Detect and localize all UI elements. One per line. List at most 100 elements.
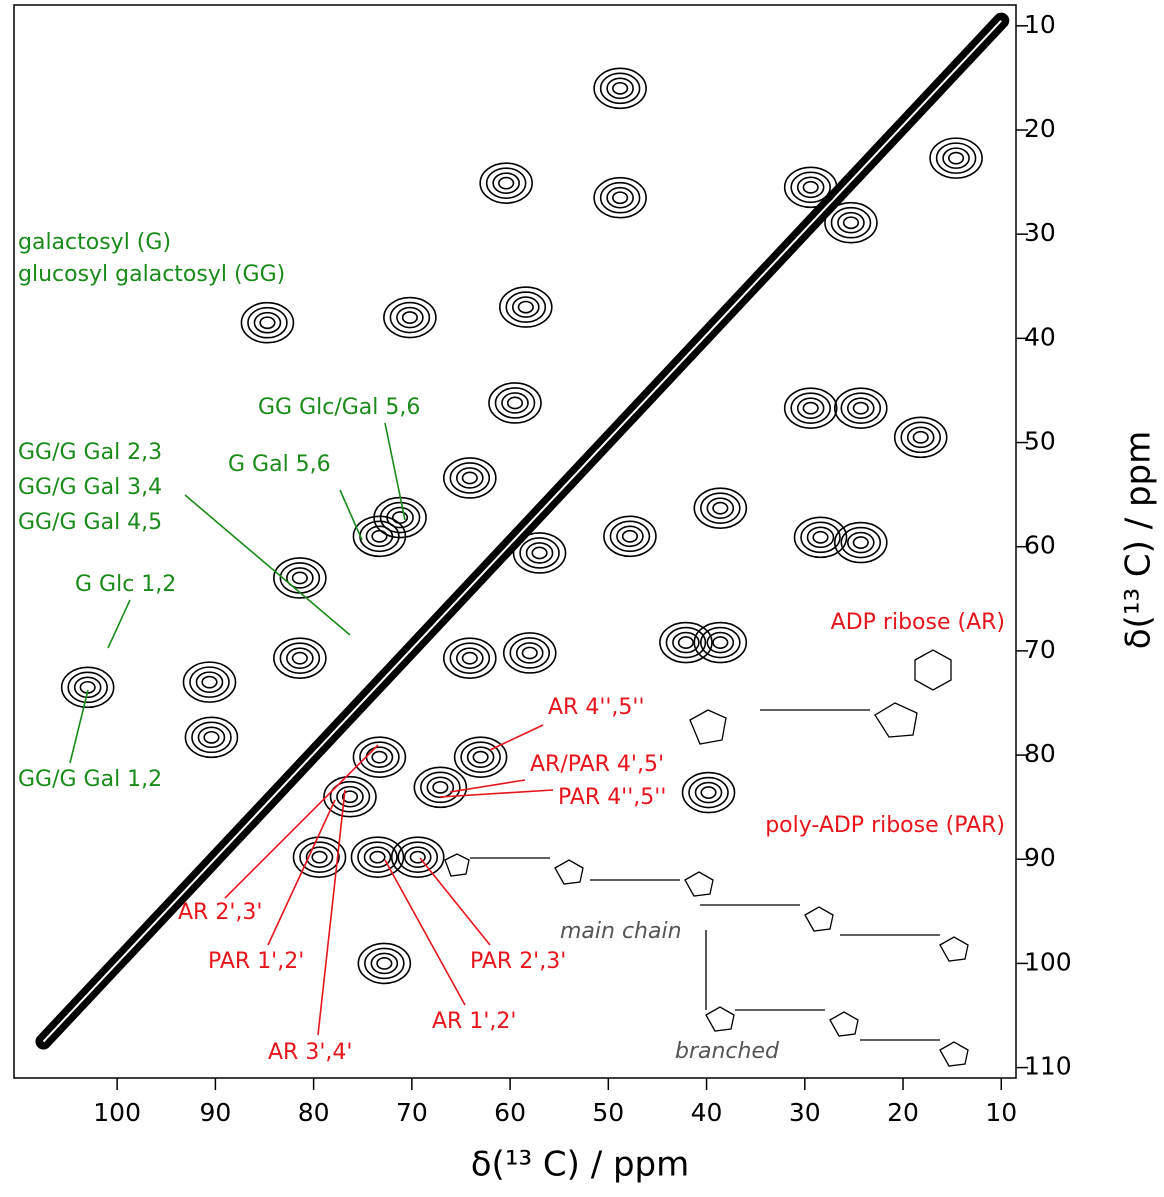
contour — [67, 671, 108, 704]
cross-peak — [681, 771, 736, 814]
contour — [498, 176, 515, 190]
annotation: G Gal 5,6 — [228, 452, 331, 477]
leader-line — [224, 744, 379, 899]
cross-peak — [443, 637, 497, 679]
y-tick-label: 50 — [1024, 427, 1056, 456]
cross-peak — [443, 457, 497, 499]
contour — [389, 301, 431, 334]
annotation: GG/G Gal 1,2 — [18, 767, 162, 792]
cross-peak — [793, 516, 848, 559]
contour — [396, 306, 424, 329]
contour — [842, 216, 860, 230]
contour — [273, 637, 327, 679]
contour — [693, 487, 748, 529]
cross-peak — [593, 176, 647, 219]
contour — [286, 647, 314, 669]
x-tick-label: 70 — [396, 1098, 428, 1127]
y-tick-label: 60 — [1024, 531, 1056, 560]
contour — [793, 516, 848, 559]
contour — [488, 382, 542, 424]
x-tick-label: 100 — [93, 1098, 141, 1127]
contour — [461, 471, 478, 485]
contour — [203, 730, 220, 744]
cross-peak — [453, 736, 508, 778]
cross-peak — [783, 387, 838, 429]
cross-peak — [182, 661, 237, 703]
y-tick-label: 90 — [1024, 843, 1056, 872]
contour — [706, 497, 735, 519]
contour — [612, 191, 629, 205]
contour — [609, 520, 651, 553]
contour — [383, 296, 437, 339]
contour — [833, 521, 888, 564]
annotation: AR 4'',5'' — [548, 695, 645, 720]
contour — [501, 392, 529, 414]
leader-line — [339, 489, 363, 541]
contour — [893, 416, 948, 459]
cross-peak — [512, 532, 567, 574]
y-tick-label: 110 — [1024, 1052, 1072, 1081]
contour — [197, 726, 226, 749]
contour — [519, 537, 560, 569]
cross-peak — [693, 621, 748, 664]
cross-peak — [593, 67, 647, 110]
contour — [379, 501, 421, 534]
contour — [357, 841, 398, 873]
contour — [373, 496, 427, 539]
cross-peak — [659, 621, 713, 664]
contour — [253, 311, 282, 334]
contour — [365, 746, 394, 768]
annotation: PAR 1',2' — [208, 949, 304, 974]
annotation: galactosyl (G) — [18, 230, 171, 255]
contour — [606, 186, 634, 209]
contour — [796, 176, 825, 199]
contour — [386, 506, 414, 529]
contour — [796, 397, 825, 419]
contour — [291, 571, 308, 585]
leader-line — [69, 689, 89, 764]
annotation: poly-ADP ribose (PAR) — [765, 813, 1005, 838]
contour — [512, 296, 540, 318]
contour — [852, 536, 869, 549]
contour — [700, 786, 717, 799]
contour — [401, 311, 418, 324]
contour — [336, 785, 364, 808]
contour — [521, 646, 538, 660]
contour — [371, 529, 388, 543]
contour — [426, 776, 455, 799]
contour — [806, 526, 835, 549]
diagonal-contour — [42, 19, 1002, 1043]
cross-peak — [240, 301, 295, 344]
cross-peak — [603, 515, 657, 558]
annotation: GG/G Gal 4,5 — [18, 510, 162, 535]
contour — [837, 211, 865, 234]
contour — [593, 67, 647, 110]
x-tick-label: 10 — [985, 1098, 1017, 1127]
contour — [506, 396, 524, 410]
contour — [612, 81, 629, 95]
leader-line — [317, 789, 346, 1036]
contour — [341, 790, 359, 804]
contour — [606, 77, 634, 100]
contour — [485, 167, 527, 199]
leader-line — [384, 859, 466, 1006]
contour — [833, 387, 888, 429]
contour — [665, 626, 707, 659]
contour — [505, 291, 547, 323]
annotation: GG/G Gal 2,3 — [18, 440, 162, 465]
contour — [616, 525, 644, 548]
contour — [391, 511, 409, 524]
annotation: GG/G Gal 3,4 — [18, 475, 162, 500]
x-tick-label: 20 — [887, 1098, 919, 1127]
y-tick-label: 40 — [1024, 322, 1056, 351]
contour — [456, 467, 484, 489]
x-tick-label: 50 — [592, 1098, 624, 1127]
contour — [824, 201, 878, 244]
cross-peak — [323, 775, 377, 818]
contour — [900, 421, 942, 454]
contour — [311, 850, 328, 864]
contour — [370, 952, 399, 975]
contour — [184, 716, 239, 759]
cross-peak — [502, 632, 557, 674]
